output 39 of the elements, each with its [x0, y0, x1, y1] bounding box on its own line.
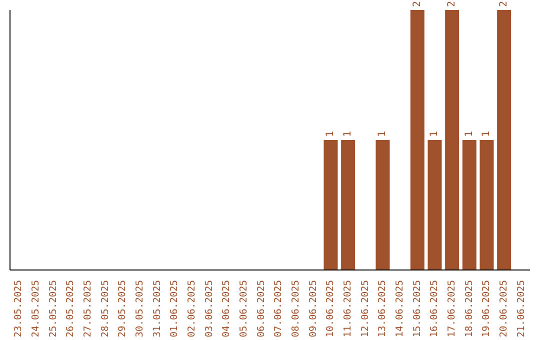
x-tick-label: 01.06.2025 [169, 280, 180, 338]
x-tick-label: 21.06.2025 [516, 280, 527, 338]
data-label: 1 [377, 130, 388, 137]
data-label: 1 [429, 130, 440, 137]
data-label: 2 [412, 0, 423, 7]
x-tick-label: 12.06.2025 [360, 280, 371, 338]
x-tick-label: 14.06.2025 [394, 280, 406, 338]
data-label: 1 [464, 130, 475, 137]
x-tick-label: 27.05.2025 [82, 280, 94, 338]
data-label: 1 [481, 130, 492, 137]
x-tick-label: 06.06.2025 [256, 280, 267, 338]
x-tick-label: 16.06.2025 [429, 280, 440, 338]
x-tick-label: 13.06.2025 [377, 280, 388, 338]
x-tick-label: 08.06.2025 [290, 280, 302, 338]
x-tick-label: 15.06.2025 [412, 280, 423, 338]
x-tick-label: 29.05.2025 [117, 280, 128, 338]
x-tick-label: 19.06.2025 [481, 280, 492, 338]
x-tick-label: 10.06.2025 [325, 280, 336, 338]
x-tick-label: 07.06.2025 [273, 280, 284, 338]
x-tick-label: 17.06.2025 [446, 280, 458, 338]
x-tick-label: 02.06.2025 [186, 280, 198, 338]
x-tick-label: 28.05.2025 [100, 280, 111, 338]
x-tick-label: 31.05.2025 [152, 280, 163, 338]
x-tick-label: 30.05.2025 [134, 280, 146, 338]
x-tick-label: 03.06.2025 [204, 280, 215, 338]
x-tick-label: 20.06.2025 [498, 280, 510, 338]
x-tick-label: 18.06.2025 [464, 280, 475, 338]
data-label: 1 [325, 130, 336, 137]
data-label: 2 [498, 0, 510, 7]
x-tick-label: 24.05.2025 [30, 280, 42, 338]
x-tick-label: 23.05.2025 [13, 280, 24, 338]
x-tick-label: 04.06.2025 [221, 280, 232, 338]
data-label: 1 [342, 130, 354, 137]
x-tick-label: 05.06.2025 [238, 280, 250, 338]
x-tick-label: 26.05.2025 [65, 280, 76, 338]
x-tick-label: 11.06.2025 [342, 280, 354, 338]
x-tick-label: 25.05.2025 [48, 280, 59, 338]
x-tick-label: 09.06.2025 [308, 280, 319, 338]
data-label: 2 [446, 0, 458, 7]
